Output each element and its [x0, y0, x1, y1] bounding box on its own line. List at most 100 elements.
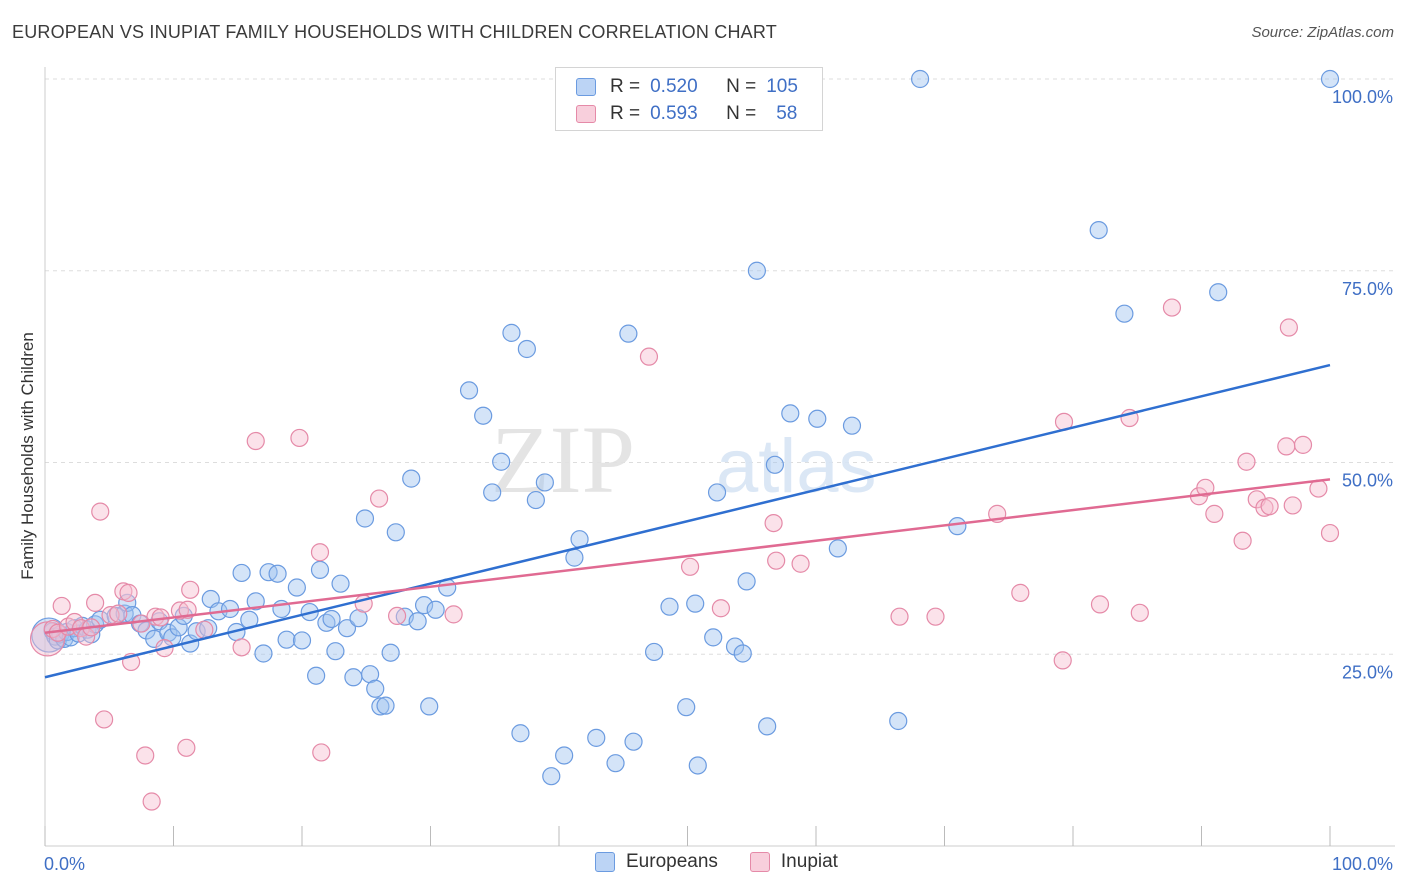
- inupiat-point: [1053, 651, 1072, 670]
- inupiat-point: [1260, 497, 1279, 516]
- legend-n-value: 58: [776, 103, 798, 124]
- europeans-point: [277, 630, 296, 649]
- inupiat-point: [1277, 437, 1296, 456]
- inupiat-point: [101, 606, 120, 625]
- x-tick-label: 100.0%: [1332, 854, 1393, 874]
- inupiat-point: [767, 551, 786, 570]
- inupiat-point: [86, 593, 105, 612]
- europeans-point: [526, 490, 545, 510]
- y-tick-label: 100.0%: [1332, 87, 1393, 107]
- inupiat-point: [1011, 583, 1030, 602]
- inupiat-point: [52, 596, 71, 616]
- inupiat-point: [639, 347, 659, 366]
- inupiat-point: [444, 605, 463, 624]
- legend-r-label: R =: [610, 103, 641, 124]
- inupiat-point: [246, 431, 265, 451]
- inupiat-point: [1205, 504, 1224, 523]
- inupiat-point: [142, 792, 161, 811]
- europeans-point: [254, 644, 273, 663]
- europeans-point: [765, 455, 784, 474]
- europeans-point: [889, 711, 908, 731]
- europeans-point: [366, 679, 385, 698]
- europeans-point: [1209, 283, 1228, 302]
- watermark: ZIP atlas: [491, 406, 877, 513]
- inupiat-point: [181, 580, 200, 599]
- europeans-point: [511, 724, 530, 743]
- inupiat-point: [95, 710, 114, 729]
- europeans-point: [483, 483, 502, 502]
- series-legend: Europeans Inupiat: [595, 851, 870, 873]
- legend-r-value: 0.593: [650, 103, 698, 124]
- europeans-point: [517, 339, 536, 359]
- europeans-point: [474, 406, 493, 425]
- europeans-point: [502, 323, 521, 342]
- europeans-point: [624, 732, 643, 751]
- europeans-point: [1115, 304, 1134, 323]
- inupiat-point: [680, 557, 700, 576]
- inupiat-point: [312, 743, 331, 762]
- europeans-point: [808, 409, 827, 428]
- europeans-point: [565, 548, 584, 567]
- series-label-inupiat: Inupiat: [780, 851, 838, 872]
- europeans-point: [1320, 69, 1340, 89]
- europeans-point: [402, 469, 421, 488]
- inupiat-point: [177, 738, 196, 757]
- series-label-europeans: Europeans: [626, 851, 718, 872]
- europeans-point: [259, 563, 278, 582]
- europeans-point: [677, 698, 696, 717]
- europeans-point: [355, 509, 375, 528]
- inupiat-point: [1283, 496, 1302, 515]
- europeans-point: [292, 631, 312, 650]
- europeans-point: [1089, 220, 1108, 240]
- europeans-point: [606, 754, 625, 773]
- legend-row-europeans: R = 0.520 N = 105: [576, 74, 798, 100]
- europeans-point: [660, 597, 679, 616]
- europeans-point: [408, 612, 427, 631]
- inupiat-point: [1237, 452, 1256, 471]
- inupiat-point: [1162, 298, 1182, 317]
- inupiat-point: [1279, 318, 1298, 337]
- legend-n-label: N =: [726, 76, 757, 97]
- europeans-points: [31, 69, 1340, 786]
- inupiat-point: [1320, 523, 1340, 543]
- europeans-point: [948, 517, 967, 536]
- inupiat-point: [119, 583, 138, 602]
- europeans-point: [688, 756, 707, 775]
- inupiat-point: [890, 607, 909, 626]
- legend-swatch-inupiat: [576, 105, 596, 123]
- series-legend-inupiat[interactable]: Inupiat: [749, 851, 838, 873]
- series-legend-europeans[interactable]: Europeans: [595, 851, 718, 873]
- europeans-point: [644, 642, 664, 662]
- y-tick-label: 50.0%: [1342, 471, 1393, 491]
- europeans-point: [542, 767, 561, 786]
- europeans-point: [619, 324, 638, 343]
- europeans-point: [322, 609, 341, 629]
- inupiat-point: [926, 607, 945, 626]
- europeans-point: [704, 628, 723, 647]
- y-tick-label: 75.0%: [1342, 279, 1393, 299]
- inupiat-points: [29, 298, 1340, 811]
- correlation-legend: R = 0.520 N = 105 R = 0.593 N = 58: [555, 67, 823, 131]
- europeans-point: [414, 596, 434, 615]
- inupiat-point: [387, 606, 407, 626]
- europeans-point: [747, 261, 766, 280]
- y-axis-label: Family Households with Children: [18, 332, 37, 580]
- europeans-point: [426, 600, 445, 619]
- inupiat-point: [310, 543, 330, 562]
- y-tick-label: 25.0%: [1342, 662, 1393, 682]
- europeans-point: [686, 594, 705, 613]
- legend-r-label: R =: [610, 76, 641, 97]
- europeans-point: [733, 644, 752, 663]
- inupiat-point: [232, 638, 251, 657]
- inupiat-point: [91, 502, 110, 521]
- inupiat-point: [290, 428, 309, 448]
- inupiat-trend-line: [44, 478, 1331, 635]
- series-swatch-inupiat: [749, 852, 770, 872]
- legend-row-inupiat: R = 0.593 N = 58: [576, 101, 797, 127]
- inupiat-point: [1090, 595, 1110, 614]
- legend-n-label: N =: [726, 103, 757, 124]
- legend-r-value: 0.520: [650, 76, 698, 97]
- europeans-point: [535, 473, 554, 492]
- europeans-point: [310, 560, 330, 579]
